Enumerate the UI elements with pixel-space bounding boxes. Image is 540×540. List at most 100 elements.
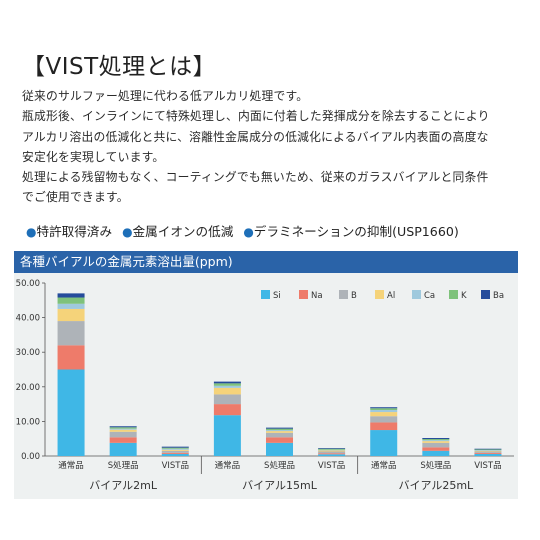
- bar-segment-si: [266, 442, 293, 456]
- bar-segment-k: [422, 439, 450, 441]
- x-tick-label: S処理品: [108, 460, 139, 471]
- bar-segment-si: [57, 369, 85, 456]
- feature-item: ●デラミネーションの抑制(USP1660): [243, 224, 458, 239]
- bar-segment-k: [213, 383, 241, 386]
- x-tick-label: VIST品: [162, 461, 189, 471]
- description: 従来のサルファー処理に代わる低アルカリ処理です。 瓶成形後、インラインにて特殊処…: [22, 86, 527, 208]
- legend-swatch-b: [339, 290, 348, 299]
- legend-label: Ba: [493, 291, 504, 301]
- bullet-icon: ●: [122, 225, 133, 239]
- bar-segment-al: [57, 308, 85, 322]
- group-label: バイアル25mL: [398, 479, 474, 492]
- bar-segment-si: [474, 453, 502, 456]
- y-tick-label: 10.00: [16, 417, 40, 427]
- y-tick-label: 50.00: [16, 279, 40, 289]
- legend-swatch-ba: [481, 290, 490, 299]
- bar-segment-si: [213, 415, 241, 456]
- feature-item: ●金属イオンの低減: [122, 224, 233, 239]
- x-tick-label: VIST品: [318, 461, 345, 471]
- bar-segment-ba: [161, 446, 189, 448]
- bar-segment-ba: [266, 427, 293, 429]
- bullet-icon: ●: [26, 225, 37, 239]
- description-line: でご使用できます。: [22, 190, 129, 205]
- legend-label: B: [351, 291, 357, 301]
- bar-segment-b: [109, 431, 137, 438]
- description-line: 処理による残留物もなく、コーティングでも無いため、従来のガラスバイアルと同条件: [22, 170, 489, 185]
- bar-segment-ca: [213, 385, 241, 388]
- bar-segment-si: [370, 430, 398, 456]
- bar-segment-k: [57, 297, 85, 304]
- feature-label: 特許取得済み: [36, 224, 113, 239]
- group-label: バイアル15mL: [242, 479, 318, 492]
- bar-segment-b: [474, 451, 502, 453]
- bar-segment-b: [57, 321, 85, 346]
- bar-segment-ca: [57, 303, 85, 309]
- bar-segment-ba: [318, 448, 346, 449]
- bar-segment-ba: [57, 293, 85, 298]
- bar-segment-na: [213, 404, 241, 416]
- x-tick-label: VIST品: [474, 461, 501, 471]
- bar-segment-al: [266, 431, 293, 433]
- y-tick-label: 40.00: [16, 314, 40, 324]
- bar-segment-si: [318, 454, 346, 456]
- bar-segment-al: [161, 449, 189, 451]
- bar-segment-al: [213, 387, 241, 395]
- bar-segment-na: [318, 453, 346, 455]
- bar-segment-ba: [370, 407, 398, 409]
- legend-swatch-k: [449, 290, 458, 299]
- bar-segment-b: [213, 394, 241, 405]
- bar-segment-ca: [422, 440, 450, 442]
- legend-swatch-ca: [412, 290, 421, 299]
- bar-segment-ba: [474, 448, 502, 450]
- legend-swatch-al: [375, 290, 384, 299]
- page-title: 【VIST処理とは】: [22, 54, 217, 80]
- feature-list: ●特許取得済み ●金属イオンの低減 ●デラミネーションの抑制(USP1660): [26, 221, 465, 240]
- legend-label: Na: [311, 291, 323, 301]
- bar-segment-k: [161, 447, 189, 449]
- description-line: 従来のサルファー処理に代わる低アルカリ処理です。: [22, 89, 309, 103]
- description-line: 瓶成形後、インラインにて特殊処理し、内面に付着した発揮成分を除去することにより: [22, 109, 490, 124]
- bar-segment-na: [109, 437, 137, 443]
- bar-segment-al: [370, 412, 398, 417]
- legend-label: Si: [273, 291, 281, 301]
- bar-segment-na: [161, 452, 189, 454]
- feature-item: ●特許取得済み: [26, 224, 112, 239]
- bar-segment-b: [370, 416, 398, 423]
- bar-segment-k: [370, 408, 398, 410]
- x-tick-label: 通常品: [215, 460, 241, 471]
- bar-segment-b: [422, 442, 450, 448]
- y-tick-label: 20.00: [16, 383, 40, 393]
- bar-segment-si: [161, 453, 189, 456]
- bar-segment-b: [266, 432, 293, 438]
- bar-segment-al: [318, 450, 346, 452]
- x-tick-label: 通常品: [371, 460, 397, 471]
- x-tick-label: S処理品: [420, 460, 451, 471]
- bar-segment-ca: [474, 450, 502, 451]
- bar-segment-b: [161, 450, 189, 453]
- bar-segment-ba: [422, 438, 450, 440]
- description-line: アルカリ溶出の低減化と共に、溶離性金属成分の低減化によるバイアル内表面の高度な: [22, 129, 489, 144]
- feature-label: 金属イオンの低減: [132, 224, 234, 239]
- bar-segment-ca: [161, 448, 189, 450]
- bar-segment-na: [422, 447, 450, 451]
- bar-segment-al: [109, 429, 137, 432]
- bar-segment-k: [109, 427, 137, 429]
- bar-segment-k: [318, 448, 346, 450]
- bar-segment-ca: [318, 449, 346, 451]
- y-tick-label: 30.00: [16, 348, 40, 358]
- legend-label: Ca: [424, 291, 435, 301]
- legend-label: Al: [387, 291, 395, 301]
- bar-segment-al: [422, 441, 450, 443]
- bar-segment-ca: [109, 428, 137, 430]
- x-tick-label: 通常品: [58, 460, 84, 471]
- bar-segment-si: [109, 442, 137, 456]
- bar-segment-b: [318, 451, 346, 454]
- bar-segment-k: [266, 428, 293, 431]
- bar-segment-ca: [266, 430, 293, 432]
- y-tick-label: 0.00: [21, 452, 40, 462]
- bar-segment-si: [422, 450, 450, 456]
- description-line: 安定化を実現しています。: [22, 149, 165, 164]
- bar-segment-ba: [213, 381, 241, 384]
- bar-segment-na: [57, 345, 85, 370]
- chart-panel: 0.00 10.00 20.00 30.00 40.00 50.00 通常品 S処理品 VIST…: [14, 273, 518, 499]
